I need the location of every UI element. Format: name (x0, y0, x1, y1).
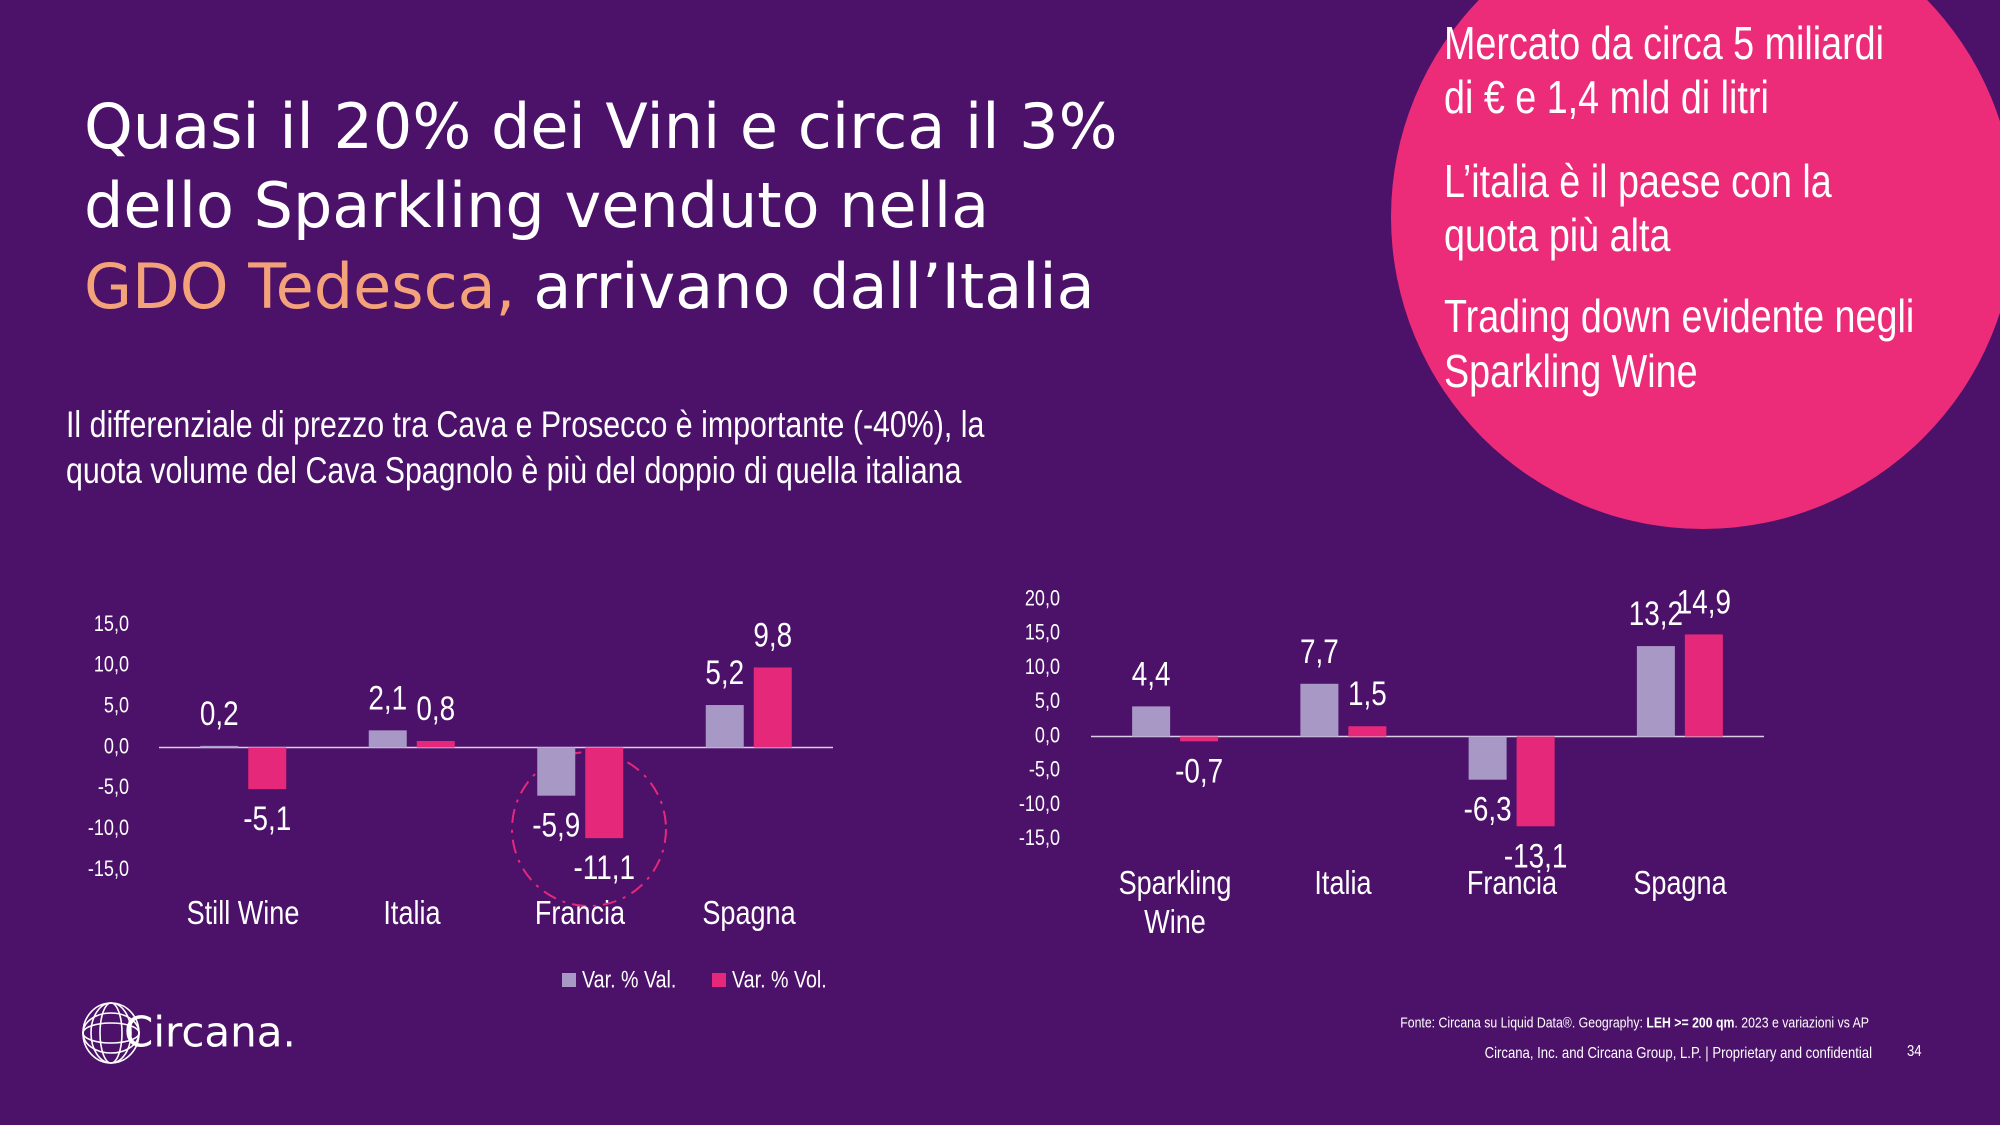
source-part: Fonte: Circana su Liquid Data®. Geograph… (1400, 1014, 1646, 1030)
title-highlight: GDO Tedesca, (84, 250, 515, 323)
bullet-line: Trading down evidente negli (1444, 291, 1914, 342)
bullet-line: L’italia è il paese con la (1444, 156, 1832, 207)
bar (585, 747, 624, 839)
data-label: 14,9 (1677, 583, 1731, 621)
y-tick-label: -15,0 (88, 857, 129, 881)
bar (1180, 736, 1219, 742)
bar (1132, 706, 1171, 737)
bar (705, 705, 744, 748)
y-tick-label: -15,0 (1019, 827, 1060, 851)
highlight-circle (1391, 0, 2000, 529)
y-tick-label: 10,0 (1025, 655, 1060, 679)
y-tick-label: 5,0 (1035, 689, 1060, 713)
x-tick-label: Italia (1314, 864, 1372, 901)
bar (368, 730, 407, 748)
page-number: 34 (1907, 1043, 1922, 1060)
logo-text: Circana. (124, 1008, 296, 1057)
y-tick-label: 0,0 (104, 735, 129, 759)
data-label: 1,5 (1348, 675, 1387, 713)
x-tick-label: Still Wine (186, 894, 300, 931)
data-label: 7,7 (1300, 632, 1339, 670)
y-tick-label: 20,0 (1025, 587, 1060, 611)
y-tick-label: -10,0 (88, 816, 129, 840)
data-label: -5,1 (243, 800, 291, 838)
y-tick-label: 0,0 (1035, 724, 1060, 748)
y-tick-label: 15,0 (1025, 621, 1060, 645)
title-line: dello Sparkling venduto nella (84, 169, 989, 242)
bar (1636, 646, 1675, 737)
title-line: Quasi il 20% dei Vini e circa il 3% (84, 90, 1118, 163)
data-label: -6,3 (1464, 790, 1512, 828)
source-note: Fonte: Circana su Liquid Data®. Geograph… (1400, 1014, 1869, 1030)
bar (537, 747, 576, 796)
bar (753, 667, 792, 748)
bar (1300, 683, 1339, 737)
data-label: 2,1 (368, 679, 407, 717)
bar (1516, 736, 1555, 827)
x-tick-label: Francia (535, 894, 626, 931)
x-tick-label: Italia (383, 894, 441, 931)
data-label: 4,4 (1132, 655, 1171, 693)
bullet-line: di € e 1,4 mld di litri (1444, 72, 1769, 123)
legend-swatch (712, 973, 726, 987)
data-label: 13,2 (1629, 594, 1683, 632)
data-label: 9,8 (753, 616, 792, 654)
data-label: 5,2 (705, 653, 744, 691)
bullet-line: quota più alta (1444, 210, 1671, 261)
bar (1684, 634, 1723, 737)
source-part: . 2023 e variazioni vs AP (1734, 1014, 1869, 1030)
data-label: -0,7 (1175, 752, 1223, 790)
y-tick-label: -10,0 (1019, 792, 1060, 816)
data-label: -13,1 (1504, 837, 1568, 875)
y-tick-label: 15,0 (94, 612, 129, 636)
x-tick-label: Spagna (702, 894, 796, 931)
logo-mark (82, 1002, 140, 1064)
bar (1468, 736, 1507, 780)
title-line: GDO Tedesca, arrivano dall’Italia (84, 250, 1095, 323)
bar (1348, 726, 1387, 737)
bar (200, 745, 239, 748)
source-part: LEH >= 200 qm (1646, 1014, 1734, 1030)
legend-swatch (562, 973, 576, 987)
bar (248, 747, 287, 790)
subtitle-line: quota volume del Cava Spagnolo è più del… (66, 450, 962, 492)
x-tick-label: Spagna (1633, 864, 1727, 901)
data-label: -5,9 (532, 806, 580, 844)
data-label: -11,1 (574, 849, 635, 887)
x-tick-label: Sparkling Wine (1118, 864, 1232, 940)
legend-label: Var. % Val. (582, 965, 676, 992)
bullet-line: Sparkling Wine (1444, 346, 1698, 397)
y-tick-label: 5,0 (104, 694, 129, 718)
subtitle-line: Il differenziale di prezzo tra Cava e Pr… (66, 404, 984, 446)
x-tick-label: Francia (1466, 864, 1557, 901)
legend-label: Var. % Vol. (732, 965, 827, 992)
data-label: 0,8 (416, 689, 455, 727)
copyright: Circana, Inc. and Circana Group, L.P. | … (1485, 1045, 1872, 1062)
y-tick-label: -5,0 (1029, 758, 1060, 782)
y-tick-label: 10,0 (94, 653, 129, 677)
y-tick-label: -5,0 (98, 776, 129, 800)
data-label: 0,2 (200, 694, 239, 732)
bullet-line: Mercato da circa 5 miliardi (1444, 18, 1884, 69)
bar (416, 740, 455, 748)
title-rest: arrivano dall’Italia (533, 250, 1094, 323)
